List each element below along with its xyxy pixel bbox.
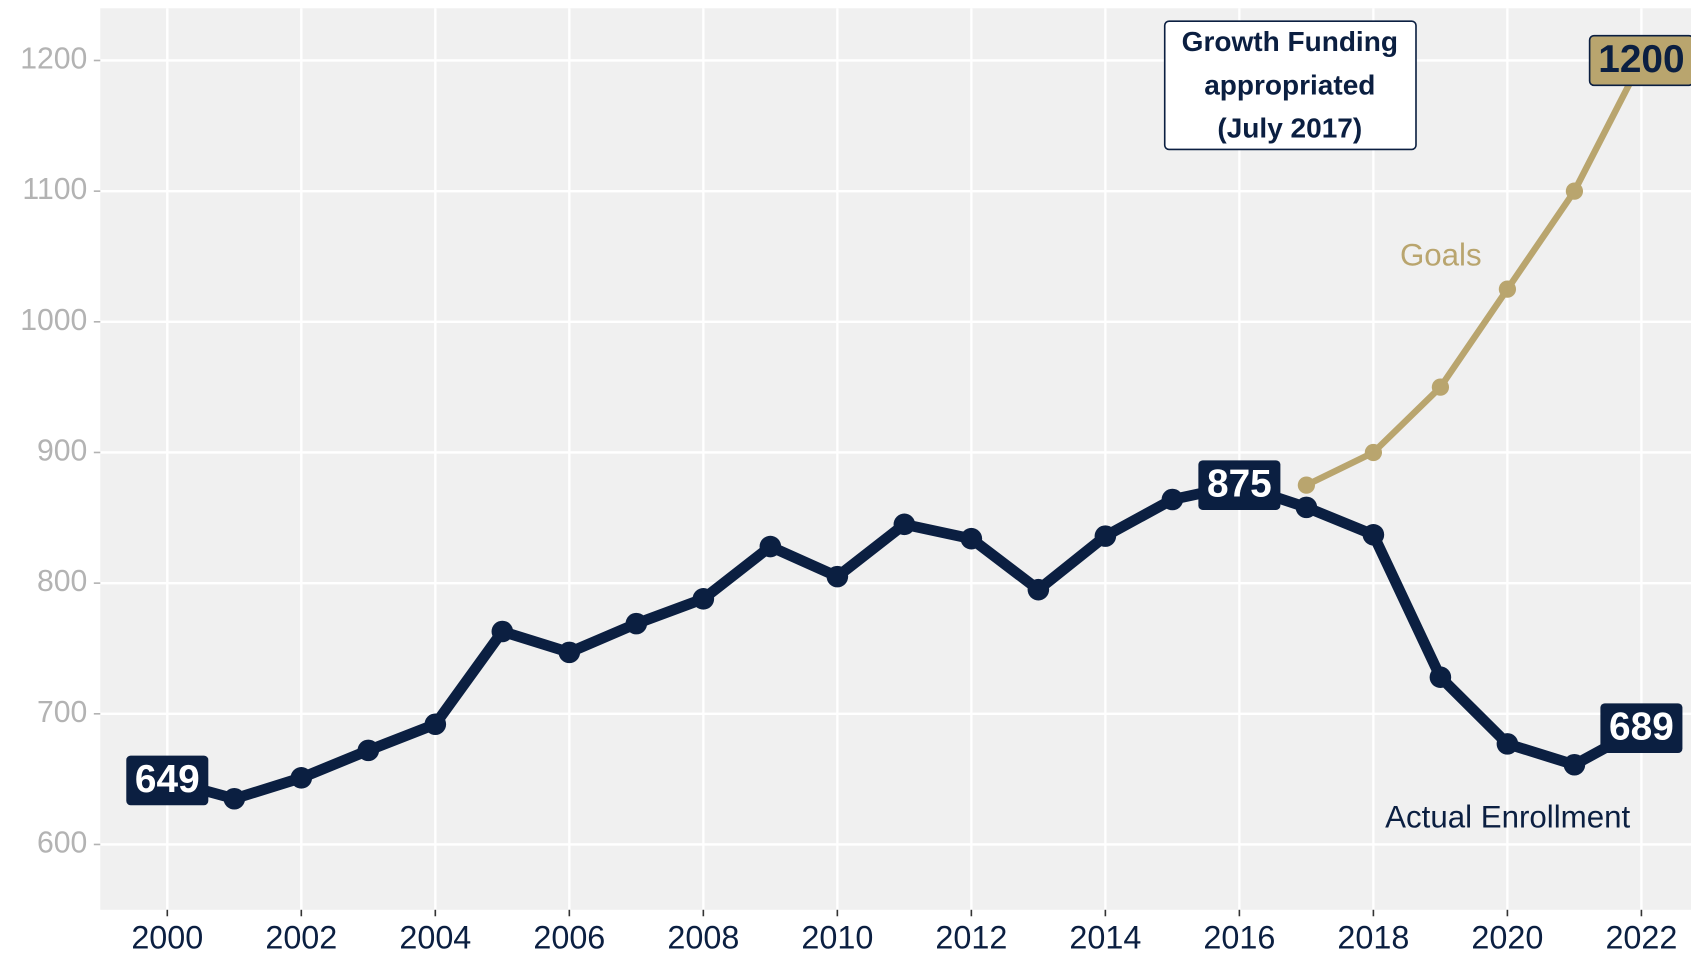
x-tick-label: 2012 (935, 920, 1007, 956)
point (1362, 524, 1385, 546)
y-tick-label: 1100 (22, 173, 87, 206)
y-tick-label: 600 (37, 826, 87, 859)
value-label-box (1198, 460, 1281, 510)
point (1498, 280, 1517, 298)
series-label: Goals (1400, 238, 1482, 273)
point (1027, 578, 1050, 601)
value-label-text: 649 (135, 758, 200, 801)
x-tick-label: 2020 (1471, 920, 1543, 956)
value-label: 649 (126, 755, 209, 806)
x-tick-label: 2014 (1069, 920, 1141, 956)
value-label: 689 (1600, 703, 1683, 753)
x-tick-label: 2002 (265, 920, 337, 956)
point (1563, 753, 1586, 776)
point (826, 565, 849, 588)
y-tick-label: 1000 (20, 304, 87, 337)
point (1431, 378, 1450, 396)
x-tick-label: 2022 (1605, 920, 1677, 956)
grid (100, 8, 1691, 910)
plot-panel (100, 8, 1691, 910)
series-line (1304, 59, 1645, 489)
x-tick-label: 2008 (667, 920, 739, 956)
value-label-text: 689 (1609, 706, 1674, 749)
y-tick-label: 800 (37, 565, 87, 598)
point (1429, 666, 1452, 689)
value-label-box (1600, 703, 1683, 753)
annotation-line: (July 2017) (1217, 112, 1362, 143)
point (1565, 182, 1584, 200)
annotation-box (1163, 20, 1417, 151)
y-tick-label: 1200 (20, 42, 87, 75)
annotation: Growth Funding appropriated (July 2017) (1163, 20, 1417, 151)
value-label-box (1588, 34, 1691, 87)
point (1364, 443, 1383, 462)
point (1161, 488, 1184, 511)
point (1295, 496, 1318, 519)
point (357, 739, 380, 762)
x-tick-label: 2006 (533, 920, 605, 956)
value-label-box (126, 755, 209, 806)
value-label: 1200 (1588, 34, 1691, 87)
point (692, 588, 715, 610)
y-tick-label: 900 (37, 434, 87, 467)
x-tick-label: 2004 (399, 920, 471, 956)
series-label: Actual Enrollment (1385, 799, 1630, 834)
y-tick-label: 700 (37, 696, 87, 729)
point (625, 612, 648, 635)
value-label-text: 875 (1207, 462, 1272, 505)
x-tick-label: 2018 (1337, 920, 1409, 956)
x-tick-label: 2010 (801, 920, 873, 956)
point (1496, 733, 1519, 755)
point (893, 513, 916, 536)
point (424, 713, 447, 736)
point (1297, 476, 1316, 494)
value-label: 875 (1198, 460, 1281, 510)
point (960, 527, 983, 550)
value-label-text: 1200 (1598, 38, 1684, 81)
point (558, 641, 581, 664)
annotation-line: Growth Funding (1182, 26, 1398, 57)
x-tick-label: 2000 (131, 920, 203, 956)
point (1094, 525, 1117, 547)
x-tick-label: 2016 (1203, 920, 1275, 956)
point (290, 767, 313, 789)
point (223, 787, 246, 810)
point (759, 535, 782, 558)
annotation-line: appropriated (1204, 69, 1375, 100)
point (491, 620, 514, 643)
